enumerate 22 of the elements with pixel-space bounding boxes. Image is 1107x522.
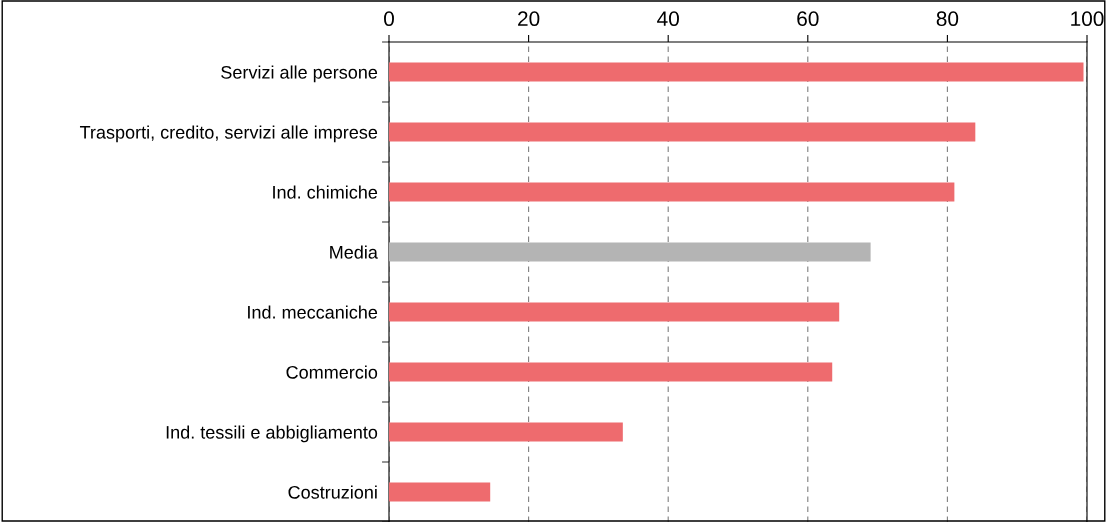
y-tick-label: Servizi alle persone <box>221 65 378 83</box>
x-tick-label: 0 <box>384 11 394 27</box>
x-tick-label: 60 <box>797 11 819 27</box>
y-tick-label: Costruzioni <box>288 485 377 499</box>
y-tick-label: Commercio <box>286 365 378 379</box>
y-tick-label: Ind. meccaniche <box>248 305 378 319</box>
bar <box>389 242 871 262</box>
bar <box>389 422 623 442</box>
x-tick-label: 80 <box>936 11 959 27</box>
bar <box>389 362 833 382</box>
bar <box>389 122 976 142</box>
x-tick-label: 20 <box>518 11 540 27</box>
y-tick-label: Media <box>330 245 378 259</box>
bar <box>389 182 955 202</box>
bar <box>389 62 1084 82</box>
bar <box>389 482 491 502</box>
x-tick-label: 40 <box>657 11 679 27</box>
x-tick-label: 100 <box>1071 11 1104 27</box>
y-tick-label: Ind. tessili e abbigliamento <box>166 425 378 443</box>
y-tick-label: Ind. chimiche <box>273 185 378 199</box>
y-tick-label: Trasporti, credito, servizi alle imprese <box>79 125 378 143</box>
bar <box>389 302 840 322</box>
